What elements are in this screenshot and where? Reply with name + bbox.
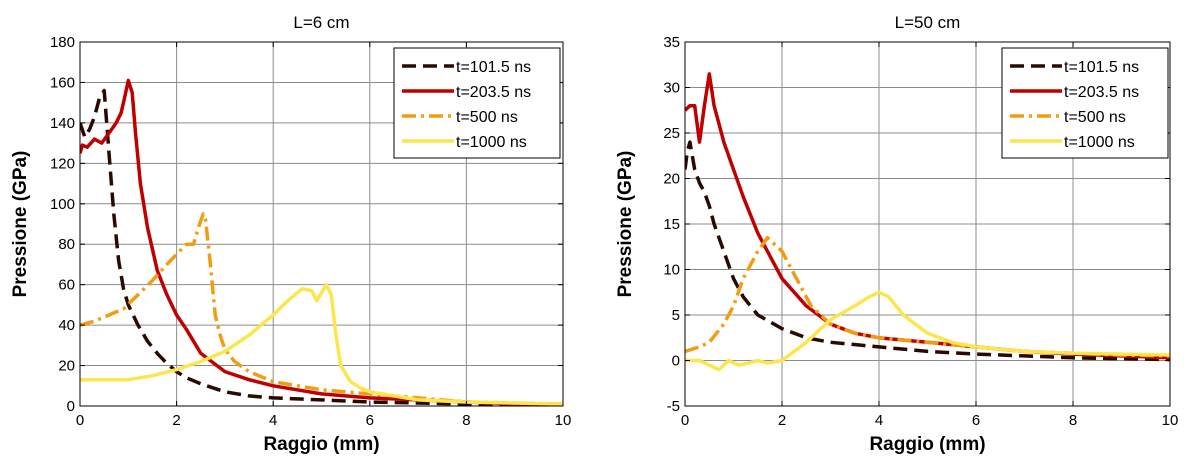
series-line-4 — [685, 290, 1170, 372]
x-tick-label: 10 — [1162, 412, 1179, 429]
y-tick-label: 60 — [58, 277, 75, 294]
y-tick-label: 160 — [50, 74, 75, 91]
y-tick-label: 40 — [58, 317, 75, 334]
legend: t=101.5 ns t=203.5 ns t=500 ns t=1000 ns — [1001, 47, 1169, 159]
chart-title: L=6 cm — [293, 13, 349, 32]
y-tick-label: 35 — [663, 34, 680, 51]
x-tick-label: 6 — [366, 412, 374, 429]
legend-label-2: t=203.5 ns — [1064, 84, 1139, 101]
series-line-3 — [80, 212, 563, 406]
legend-label-3: t=500 ns — [1064, 109, 1126, 126]
series-group — [685, 72, 1170, 372]
y-tick-label: 25 — [663, 125, 680, 142]
legend-label-3: t=500 ns — [456, 109, 518, 126]
y-tick-label: 0 — [672, 353, 680, 370]
legend-label-1: t=101.5 ns — [1064, 59, 1139, 76]
y-tick-label: 20 — [663, 171, 680, 188]
x-tick-label: 2 — [778, 412, 786, 429]
y-tick-label: 5 — [672, 307, 680, 324]
x-axis-title: Raggio (mm) — [263, 434, 379, 455]
chart-title: L=50 cm — [895, 13, 961, 32]
y-tick-label: 10 — [663, 262, 680, 279]
y-axis-title: Pressione (GPa) — [615, 151, 636, 298]
series-line-1 — [80, 88, 563, 406]
legend-label-4: t=1000 ns — [456, 134, 527, 151]
axes-frame — [79, 41, 564, 407]
y-tick-label: 80 — [58, 236, 75, 253]
legend-label-4: t=1000 ns — [1064, 134, 1135, 151]
x-tick-label: 4 — [269, 412, 277, 429]
x-tick-label: 10 — [555, 412, 572, 429]
x-tick-label: 2 — [172, 412, 180, 429]
legend: t=101.5 ns t=203.5 ns t=500 ns t=1000 ns — [393, 47, 561, 159]
y-tick-label: 120 — [50, 155, 75, 172]
x-tick-label: 8 — [1069, 412, 1077, 429]
x-tick-label: 6 — [972, 412, 980, 429]
x-tick-label: 8 — [462, 412, 470, 429]
x-tick-label: 0 — [681, 412, 689, 429]
series-line-1 — [685, 140, 1170, 362]
y-tick-label: 0 — [67, 398, 75, 415]
y-tick-label: 100 — [50, 196, 75, 213]
y-tick-label: 15 — [663, 216, 680, 233]
series-group — [80, 78, 563, 406]
legend-label-2: t=203.5 ns — [456, 84, 531, 101]
y-tick-label: 140 — [50, 115, 75, 132]
x-axis-title: Raggio (mm) — [869, 434, 985, 455]
x-tick-label: 0 — [76, 412, 84, 429]
y-tick-label: -5 — [667, 398, 680, 415]
series-line-2 — [80, 78, 563, 406]
y-tick-label: 20 — [58, 358, 75, 375]
series-line-4 — [80, 282, 563, 406]
x-tick-label: 4 — [875, 412, 883, 429]
legend-label-1: t=101.5 ns — [456, 59, 531, 76]
y-axis-title: Pressione (GPa) — [10, 151, 31, 298]
y-tick-label: 30 — [663, 80, 680, 97]
y-tick-label: 180 — [50, 34, 75, 51]
